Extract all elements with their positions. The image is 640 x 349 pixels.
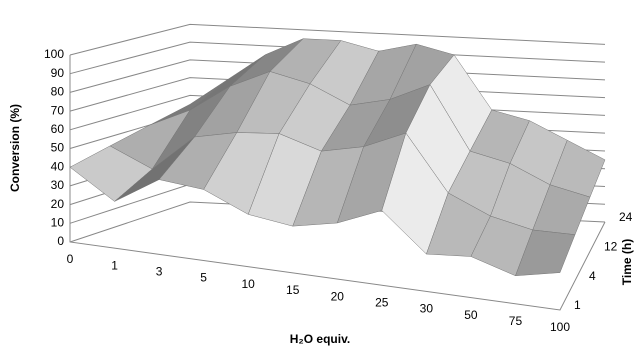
- x-tick-label: 0: [67, 252, 74, 266]
- y-tick-label: 70: [51, 103, 65, 117]
- z-tick-label: 1: [574, 298, 581, 312]
- z-axis-label: Time (h): [620, 239, 634, 285]
- y-tick-label: 80: [51, 85, 65, 99]
- surface-patch: [515, 229, 576, 277]
- x-tick-label: 10: [242, 277, 256, 291]
- z-tick-label: 24: [619, 210, 633, 224]
- y-tick-label: 60: [51, 122, 65, 136]
- x-axis-label: H₂O equiv.: [290, 332, 350, 346]
- y-tick-label: 10: [51, 215, 65, 229]
- x-tick-label: 25: [375, 295, 389, 309]
- grid-line: [69, 23, 606, 56]
- y-tick-label: 90: [51, 66, 65, 80]
- y-tick-label: 0: [57, 234, 64, 248]
- x-tick-label: 20: [331, 289, 345, 303]
- y-tick-label: 40: [51, 159, 65, 173]
- x-tick-label: 30: [420, 302, 434, 316]
- z-tick-label: 12: [604, 240, 618, 254]
- z-tick-label: 4: [589, 269, 596, 283]
- x-tick-label: 3: [156, 265, 163, 279]
- axis-line: [69, 55, 606, 311]
- y-tick-label: 30: [51, 178, 65, 192]
- y-axis-label: Conversion (%): [8, 104, 22, 192]
- x-tick-label: 1: [111, 258, 118, 272]
- x-tick-label: 5: [200, 271, 207, 285]
- y-tick-label: 20: [51, 197, 65, 211]
- x-tick-label: 100: [550, 320, 570, 334]
- y-tick-label: 50: [51, 141, 65, 155]
- grid-line: [69, 41, 606, 75]
- x-tick-label: 50: [464, 308, 478, 322]
- y-tick-label: 100: [44, 47, 64, 61]
- x-tick-label: 75: [509, 314, 523, 328]
- x-tick-label: 15: [286, 283, 300, 297]
